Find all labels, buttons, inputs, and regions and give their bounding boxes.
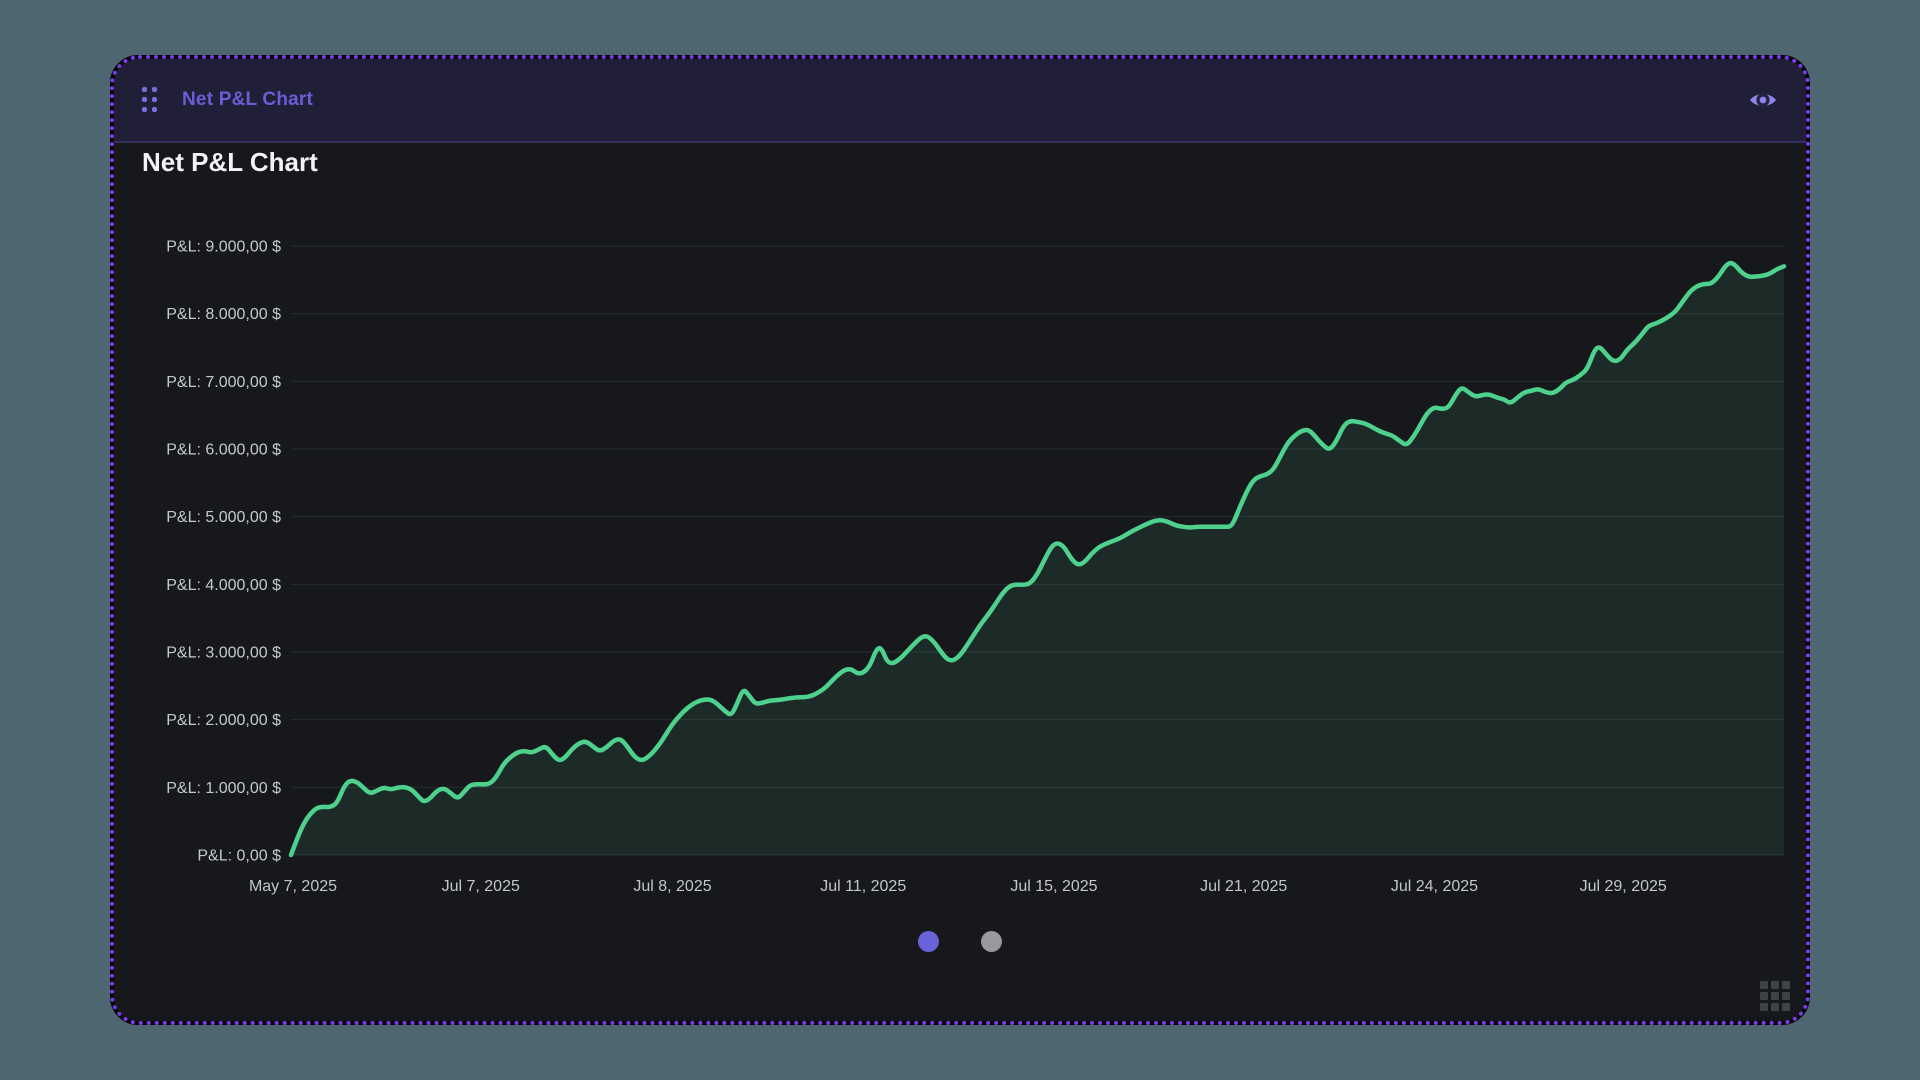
x-tick-label: Jul 24, 2025 — [1391, 878, 1478, 895]
y-tick-label: P&L: 7.000,00 $ — [166, 374, 281, 391]
y-tick-label: P&L: 8.000,00 $ — [166, 306, 281, 323]
x-tick-label: Jul 8, 2025 — [633, 878, 711, 895]
x-tick-label: Jul 11, 2025 — [820, 878, 906, 895]
chart-title: Net P&L Chart — [142, 147, 318, 177]
y-tick-label: P&L: 0,00 $ — [197, 848, 281, 865]
y-tick-label: P&L: 2.000,00 $ — [166, 712, 281, 729]
y-tick-label: P&L: 1.000,00 $ — [166, 780, 281, 797]
pagination-dots — [114, 931, 1806, 952]
pnl-chart: P&L: 0,00 $ P&L: 1.000,00 $ P&L: 2.000,00 … — [134, 209, 1794, 909]
pnl-chart-svg: P&L: 0,00 $ P&L: 1.000,00 $ P&L: 2.000,00 … — [166, 239, 1787, 895]
y-tick-label: P&L: 4.000,00 $ — [166, 577, 281, 594]
x-tick-label: May 7, 2025 — [249, 878, 337, 895]
eye-icon[interactable] — [1748, 89, 1778, 111]
x-tick-label: Jul 15, 2025 — [1010, 878, 1097, 895]
x-tick-label: Jul 29, 2025 — [1580, 878, 1667, 895]
drag-handle-icon[interactable] — [142, 87, 158, 113]
pnl-line — [288, 260, 1787, 858]
y-tick-label: P&L: 9.000,00 $ — [166, 239, 281, 256]
y-tick-label: P&L: 3.000,00 $ — [166, 645, 281, 662]
pagination-dot-1[interactable] — [918, 931, 939, 952]
y-tick-label: P&L: 5.000,00 $ — [166, 509, 281, 526]
pnl-area-fill — [291, 263, 1784, 855]
y-tick-label: P&L: 6.000,00 $ — [166, 442, 281, 459]
widget-header: Net P&L Chart — [114, 59, 1806, 143]
widget-header-title: Net P&L Chart — [182, 89, 314, 110]
pagination-dot-2[interactable] — [981, 931, 1002, 952]
resize-handle-icon[interactable] — [1760, 981, 1790, 1011]
x-tick-label: Jul 7, 2025 — [442, 878, 520, 895]
x-tick-label: Jul 21, 2025 — [1200, 878, 1287, 895]
net-pnl-widget: Net P&L Chart Net P&L Chart P&L: 0,00 $ P… — [110, 55, 1810, 1025]
